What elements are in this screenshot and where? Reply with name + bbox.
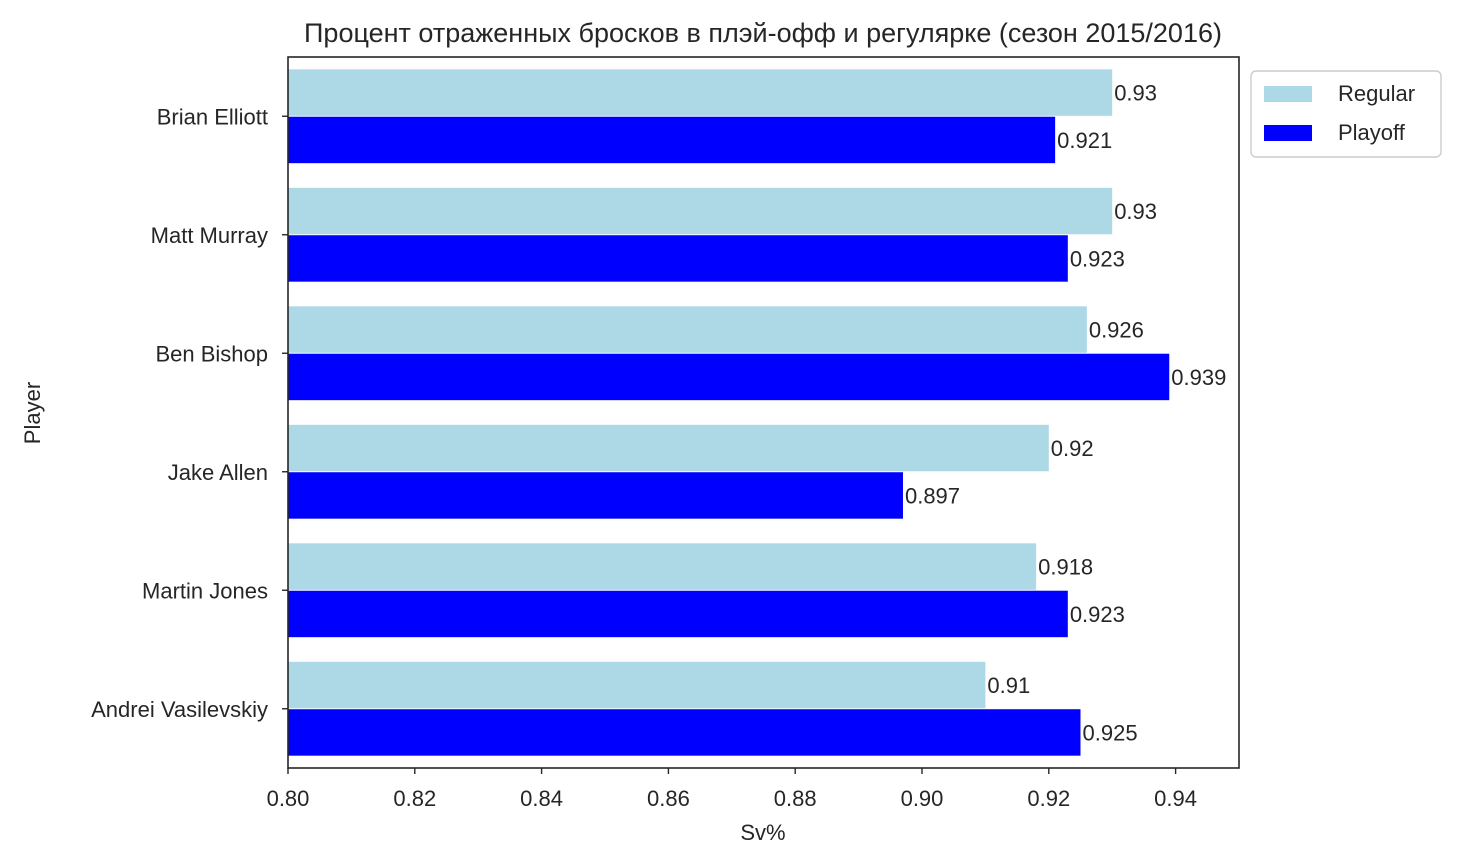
data-label-regular-matt-murray: 0.93 [1114, 199, 1157, 224]
bar-playoff-jake-allen [288, 472, 903, 519]
x-axis-label: Sv% [740, 820, 785, 845]
x-tick-label: 0.86 [647, 786, 690, 811]
data-label-regular-andrei-vasilevskiy: 0.91 [987, 673, 1030, 698]
chart-title: Процент отраженных бросков в плэй-офф и … [304, 18, 1222, 48]
y-axis: Brian Elliott Matt Murray Ben Bishop Jake A… [91, 104, 288, 722]
data-label-playoff-jake-allen: 0.897 [905, 483, 960, 508]
data-label-playoff-martin-jones: 0.923 [1070, 602, 1125, 627]
data-label-playoff-andrei-vasilevskiy: 0.925 [1083, 720, 1138, 745]
data-label-regular-jake-allen: 0.92 [1051, 436, 1094, 461]
x-axis: 0.80 0.82 0.84 0.86 0.88 0.90 0.92 0.94 [267, 768, 1197, 811]
bar-regular-brian-elliott [288, 69, 1113, 116]
data-label-regular-ben-bishop: 0.926 [1089, 318, 1144, 343]
bar-playoff-andrei-vasilevskiy [288, 709, 1081, 756]
bar-regular-matt-murray [288, 187, 1113, 235]
bar-regular-ben-bishop [288, 306, 1087, 353]
x-tick-label: 0.94 [1154, 786, 1197, 811]
data-label-playoff-matt-murray: 0.923 [1070, 246, 1125, 271]
bar-regular-martin-jones [288, 543, 1037, 590]
data-label-regular-brian-elliott: 0.93 [1114, 81, 1157, 106]
x-tick-label: 0.82 [393, 786, 436, 811]
x-tick-label: 0.88 [774, 786, 817, 811]
x-tick-label: 0.90 [901, 786, 944, 811]
legend-swatch-playoff [1264, 125, 1312, 141]
y-tick-label-brian-elliott: Brian Elliott [157, 104, 268, 129]
bar-playoff-matt-murray [288, 235, 1068, 282]
bar-playoff-martin-jones [288, 590, 1068, 638]
data-label-playoff-brian-elliott: 0.921 [1057, 128, 1112, 153]
y-axis-label: Player [20, 382, 45, 444]
y-tick-label-martin-jones: Martin Jones [142, 578, 268, 603]
bar-regular-jake-allen [288, 424, 1049, 472]
y-tick-label-andrei-vasilevskiy: Andrei Vasilevskiy [91, 697, 268, 722]
legend-label-regular: Regular [1338, 81, 1415, 106]
data-label-regular-martin-jones: 0.918 [1038, 555, 1093, 580]
bar-playoff-ben-bishop [288, 353, 1170, 401]
y-tick-label-jake-allen: Jake Allen [168, 460, 268, 485]
legend-label-playoff: Playoff [1338, 120, 1406, 145]
data-label-playoff-ben-bishop: 0.939 [1171, 365, 1226, 390]
bar-playoff-brian-elliott [288, 116, 1056, 164]
y-tick-label-ben-bishop: Ben Bishop [155, 341, 268, 366]
plot-frame [287, 56, 1240, 769]
x-tick-label: 0.92 [1027, 786, 1070, 811]
y-tick-label-matt-murray: Matt Murray [151, 223, 268, 248]
bar-regular-andrei-vasilevskiy [288, 661, 986, 709]
x-tick-label: 0.80 [267, 786, 310, 811]
plot-area: 0.930.9210.930.9230.9260.9390.920.8970.9… [288, 69, 1226, 756]
x-tick-label: 0.84 [520, 786, 563, 811]
legend-swatch-regular [1264, 86, 1312, 102]
legend: Regular Playoff [1250, 70, 1442, 158]
